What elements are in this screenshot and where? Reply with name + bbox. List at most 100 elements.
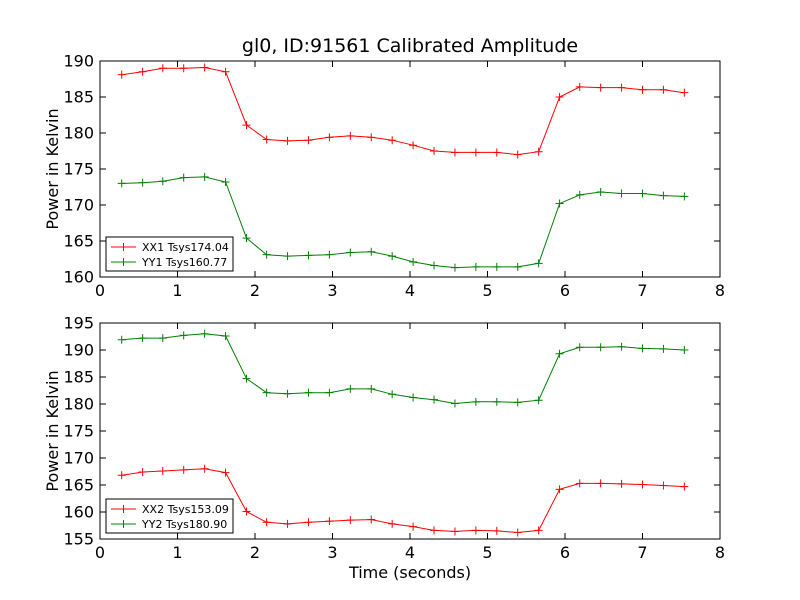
data-point xyxy=(638,480,647,489)
legend-marker xyxy=(119,505,128,513)
legend-entry-label: YY1 Tsys160.77 xyxy=(141,256,227,269)
data-point xyxy=(388,519,397,528)
data-point xyxy=(138,178,147,187)
data-point xyxy=(158,334,167,343)
data-point xyxy=(617,342,626,351)
data-point xyxy=(638,344,647,353)
data-point xyxy=(367,384,376,393)
data-point xyxy=(430,526,439,535)
data-point xyxy=(575,479,584,488)
data-point xyxy=(388,136,397,145)
data-point xyxy=(221,177,230,186)
data-point xyxy=(304,518,313,527)
data-point xyxy=(325,517,334,526)
data-point xyxy=(325,250,334,259)
data-point xyxy=(304,136,313,145)
data-point xyxy=(492,397,501,406)
x-tick-label: 2 xyxy=(250,543,260,562)
data-point xyxy=(283,136,292,145)
data-point xyxy=(680,346,689,354)
chart-title: gl0, ID:91561 Calibrated Amplitude xyxy=(242,35,578,57)
y-tick-label: 195 xyxy=(63,314,94,333)
legend-box xyxy=(105,236,234,272)
data-point xyxy=(346,516,355,525)
data-point xyxy=(367,515,376,524)
data-point xyxy=(534,396,543,405)
data-point xyxy=(513,262,522,271)
data-point xyxy=(221,67,230,76)
data-point xyxy=(138,468,147,477)
data-point xyxy=(117,70,126,79)
data-point xyxy=(283,389,292,398)
data-point xyxy=(596,343,605,352)
data-point xyxy=(617,479,626,488)
data-point xyxy=(200,172,209,181)
data-point xyxy=(617,189,626,198)
y-tick-label: 190 xyxy=(63,341,94,360)
top-y-axis-label: Power in Kelvin xyxy=(43,108,62,229)
data-point xyxy=(325,133,334,142)
data-point xyxy=(575,190,584,199)
x-tick-label: 8 xyxy=(715,543,725,562)
data-point xyxy=(659,481,668,490)
data-point xyxy=(450,527,459,536)
data-point xyxy=(430,395,439,404)
data-point xyxy=(575,343,584,352)
data-point xyxy=(638,85,647,94)
y-tick-label: 175 xyxy=(63,160,94,179)
data-point xyxy=(680,88,689,97)
y-tick-label: 165 xyxy=(63,232,94,251)
data-point xyxy=(430,147,439,155)
data-point xyxy=(471,397,480,406)
data-point xyxy=(158,177,167,186)
y-tick-label: 190 xyxy=(63,52,94,71)
data-point xyxy=(242,234,251,243)
data-point xyxy=(596,83,605,92)
legend-entry-label: XX2 Tsys153.09 xyxy=(142,503,229,516)
y-tick-label: 185 xyxy=(63,88,94,107)
y-tick-label: 180 xyxy=(63,124,94,143)
data-point xyxy=(304,388,313,397)
data-point xyxy=(555,93,564,101)
data-point xyxy=(409,141,418,150)
data-point xyxy=(283,252,292,261)
data-point xyxy=(534,259,543,268)
data-point xyxy=(117,335,126,344)
y-tick-label: 185 xyxy=(63,368,94,387)
data-point xyxy=(325,388,334,397)
data-point xyxy=(617,83,626,92)
series-line-yy1 xyxy=(121,176,685,269)
data-point xyxy=(555,349,564,358)
data-point xyxy=(638,189,647,198)
x-tick-label: 5 xyxy=(482,543,492,562)
data-point xyxy=(409,257,418,266)
x-tick-label: 2 xyxy=(250,281,260,300)
data-point xyxy=(346,384,355,393)
data-point xyxy=(158,466,167,475)
data-point xyxy=(450,399,459,408)
data-point xyxy=(513,528,522,537)
legend-marker xyxy=(119,243,128,251)
data-point xyxy=(283,519,292,528)
data-point xyxy=(117,179,126,188)
data-point xyxy=(242,121,251,130)
x-tick-label: 7 xyxy=(637,281,647,300)
data-point xyxy=(304,251,313,260)
data-point xyxy=(138,334,147,343)
data-point xyxy=(179,173,188,182)
data-point xyxy=(555,485,564,494)
data-point xyxy=(659,85,668,94)
data-point xyxy=(471,148,480,157)
data-point xyxy=(242,507,251,516)
y-tick-label: 170 xyxy=(63,196,94,215)
data-point xyxy=(221,468,230,477)
series-line-yy2 xyxy=(121,333,685,405)
data-point xyxy=(534,147,543,156)
x-tick-label: 3 xyxy=(327,543,337,562)
data-point xyxy=(158,64,167,73)
y-tick-label: 160 xyxy=(63,503,94,522)
legend-entry-label: XX1 Tsys174.04 xyxy=(142,241,229,254)
y-tick-label: 165 xyxy=(63,476,94,495)
data-point xyxy=(450,263,459,272)
